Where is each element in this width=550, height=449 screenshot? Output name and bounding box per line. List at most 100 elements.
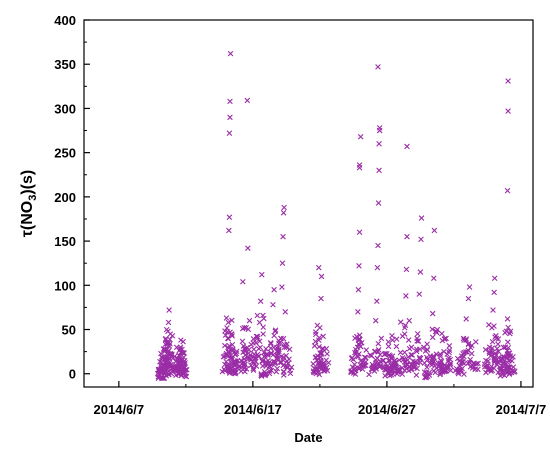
data-point	[424, 346, 431, 353]
data-point	[281, 204, 287, 211]
data-point	[222, 342, 228, 349]
data-point	[397, 319, 404, 325]
data-point	[359, 363, 366, 369]
data-point	[227, 98, 233, 105]
data-point	[491, 323, 497, 329]
data-point	[493, 352, 500, 359]
x-tick-label: 2014/6/27	[358, 402, 416, 417]
data-point	[375, 347, 382, 353]
data-point	[251, 359, 257, 366]
y-tick-label: 250	[54, 146, 76, 161]
data-point	[159, 353, 165, 360]
data-point	[355, 286, 362, 293]
data-point	[384, 364, 390, 370]
data-point	[507, 330, 513, 337]
data-point	[399, 371, 406, 377]
data-point	[437, 371, 443, 378]
data-point	[397, 349, 404, 356]
data-point	[165, 319, 172, 326]
data-point	[429, 326, 436, 333]
data-point	[505, 339, 511, 345]
data-point	[260, 357, 266, 364]
data-point	[245, 245, 251, 251]
data-point	[498, 365, 504, 371]
data-point	[505, 78, 511, 84]
data-point	[353, 349, 360, 355]
data-point	[504, 366, 511, 372]
data-point	[258, 371, 265, 377]
data-point	[241, 324, 248, 331]
data-point	[416, 346, 423, 353]
data-point	[401, 331, 408, 337]
data-point	[282, 309, 289, 315]
data-point	[393, 343, 400, 350]
data-point	[263, 346, 269, 352]
data-point	[239, 325, 246, 332]
data-point	[387, 372, 393, 379]
data-point	[241, 362, 247, 368]
data-point	[465, 295, 472, 302]
data-point	[280, 369, 287, 375]
data-point	[401, 349, 408, 356]
data-point	[389, 353, 396, 359]
data-point	[254, 333, 261, 340]
data-point	[488, 348, 495, 354]
data-point	[423, 369, 430, 376]
data-point	[155, 375, 162, 381]
data-point	[370, 363, 377, 369]
data-point	[250, 365, 256, 372]
y-axis-title-subscript: 3	[27, 195, 39, 201]
data-point	[406, 317, 413, 324]
data-point	[274, 365, 281, 372]
data-point	[429, 358, 435, 365]
data-point	[286, 356, 292, 362]
data-point	[485, 358, 491, 364]
data-point	[366, 371, 372, 378]
data-point	[423, 374, 429, 380]
data-point	[229, 341, 236, 348]
data-point	[429, 334, 436, 341]
data-point	[253, 333, 260, 340]
data-point	[268, 340, 274, 347]
data-point	[311, 342, 318, 349]
data-point	[456, 363, 463, 369]
data-point	[371, 368, 378, 374]
data-point	[431, 368, 437, 374]
data-point	[458, 359, 465, 365]
data-point	[387, 357, 393, 364]
data-point	[462, 349, 469, 355]
data-point	[446, 347, 453, 353]
plot-frame	[83, 19, 534, 388]
data-point	[511, 369, 517, 375]
data-point	[316, 344, 322, 350]
data-point	[416, 354, 423, 361]
data-point	[163, 372, 170, 379]
data-point	[356, 263, 362, 269]
data-point	[174, 355, 181, 362]
data-point	[417, 359, 423, 366]
data-point	[273, 368, 280, 375]
data-point	[312, 329, 319, 335]
data-point	[491, 275, 498, 282]
data-point	[233, 369, 239, 376]
tick-marks	[84, 19, 522, 387]
x-tick-label: 2014/6/7	[94, 402, 145, 417]
data-point	[281, 344, 288, 351]
data-point	[166, 307, 172, 313]
data-point	[267, 339, 274, 346]
data-point	[226, 349, 233, 355]
data-point	[255, 353, 262, 360]
data-point	[498, 355, 505, 362]
data-point	[313, 354, 319, 360]
data-point	[454, 369, 461, 375]
data-point	[377, 363, 384, 369]
data-point	[505, 324, 511, 331]
data-point	[406, 345, 413, 352]
data-point	[263, 359, 269, 365]
data-point	[424, 364, 430, 370]
data-point	[413, 372, 420, 378]
data-point	[220, 354, 227, 360]
data-point	[504, 187, 511, 194]
data-point	[226, 214, 233, 220]
